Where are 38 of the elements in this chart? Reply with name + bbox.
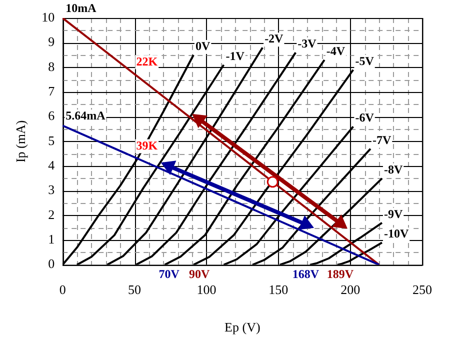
series-label: -4V	[326, 44, 346, 58]
x-axis-title: Ep (V)	[224, 320, 260, 335]
y-tick-label: 5	[48, 132, 55, 148]
y-tick-label: 0	[48, 256, 55, 272]
y-tick-label: 3	[48, 182, 55, 198]
annotation: 10mA	[66, 1, 97, 16]
x-tick-label: 150	[268, 282, 288, 298]
x-tick-label: 100	[196, 282, 216, 298]
annotation: 90V	[188, 266, 210, 281]
y-axis-title: Ip (mA)	[13, 120, 28, 163]
series-label: -3V	[298, 36, 317, 51]
x-tick-label: 50	[128, 282, 142, 298]
series-label: -9V	[384, 206, 403, 221]
series-label: 0V	[196, 39, 211, 54]
x-tick-label: 250	[412, 282, 432, 298]
series-label: -8V	[384, 162, 403, 177]
x-tick-label: 0	[59, 282, 66, 298]
annotation: 189V	[326, 266, 354, 281]
annotation: 70V	[158, 266, 180, 281]
y-tick-label: 7	[48, 83, 56, 98]
y-tick-label: 1	[48, 232, 55, 247]
y-tick-label: 10	[42, 9, 55, 24]
series-label: 22K	[136, 54, 158, 68]
series-label: -5V	[355, 54, 374, 68]
series-label: -7V	[372, 132, 392, 147]
series-label: 39K	[136, 138, 158, 152]
y-tick-label: 9	[48, 34, 55, 50]
y-tick-label: 4	[48, 158, 56, 172]
series-label: -6V	[355, 110, 374, 125]
series-label: -10V	[384, 226, 409, 241]
y-tick-label: 2	[48, 206, 55, 222]
series-label: -1V	[226, 48, 245, 63]
series-label: -2V	[264, 32, 284, 46]
annotation: 5.64mA	[66, 108, 106, 123]
y-tick-label: 8	[48, 58, 55, 74]
x-tick-label: 200	[340, 282, 360, 298]
annotation: 168V	[292, 266, 320, 281]
y-tick-label: 6	[48, 108, 56, 124]
